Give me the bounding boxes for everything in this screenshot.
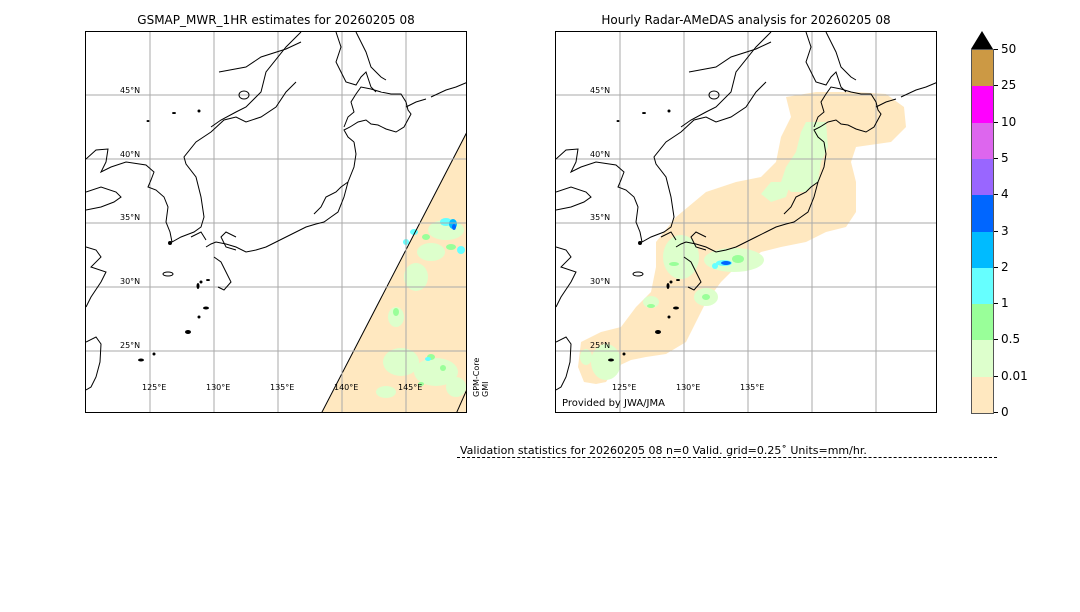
lat-label-25: 25°N <box>120 341 141 350</box>
colorbar-tick: 0.01 <box>994 369 1028 383</box>
colorbar-tick: 2 <box>994 260 1009 274</box>
lon-label-145: 145°E <box>398 383 423 392</box>
right-panel-title: Hourly Radar-AMeDAS analysis for 2026020… <box>601 13 891 27</box>
colorbar-tick: 0 <box>994 405 1009 419</box>
satellite-label-line1: GPM-Core <box>472 357 481 397</box>
colorbar-segment <box>972 267 993 305</box>
colorbar-tick: 3 <box>994 224 1009 238</box>
lat-label-35: 35°N <box>120 213 141 222</box>
lat-label-30: 30°N <box>590 277 611 286</box>
lon-label-135: 135°E <box>740 383 765 392</box>
colorbar-tick: 25 <box>993 78 1016 92</box>
lat-label-45: 45°N <box>590 86 611 95</box>
colorbar-segment <box>972 231 993 269</box>
colorbar-tick: 1 <box>994 296 1009 310</box>
lon-label-135: 135°E <box>270 383 295 392</box>
colorbar-segment <box>972 50 993 87</box>
colorbar-tick: 4 <box>994 187 1009 201</box>
left-map: 45°N 40°N 35°N 30°N 25°N 125°E 130°E 135… <box>85 31 467 413</box>
colorbar <box>971 49 994 414</box>
lon-label-130: 130°E <box>206 383 231 392</box>
colorbar-tick: 50 <box>993 42 1016 56</box>
lat-label-35: 35°N <box>590 213 611 222</box>
satellite-label: GPM-Core GMI <box>472 358 490 397</box>
colorbar-segment <box>972 122 993 160</box>
right-map: 45°N 40°N 35°N 30°N 25°N 125°E 130°E 135… <box>555 31 937 413</box>
lat-label-45: 45°N <box>120 86 141 95</box>
colorbar-tick: 10 <box>993 115 1016 129</box>
validation-statistics: Validation statistics for 20260205 08 n=… <box>460 444 867 457</box>
lon-label-125: 125°E <box>612 383 637 392</box>
lat-label-40: 40°N <box>590 150 611 159</box>
left-panel-title: GSMAP_MWR_1HR estimates for 20260205 08 <box>137 13 415 27</box>
colorbar-segment <box>972 376 993 414</box>
colorbar-segment <box>972 158 993 196</box>
validation-divider <box>457 457 997 458</box>
right-map-canvas <box>556 32 936 412</box>
colorbar-segment <box>972 340 993 378</box>
lon-label-140: 140°E <box>334 383 359 392</box>
colorbar-segment <box>972 304 993 341</box>
colorbar-tick: 5 <box>994 151 1009 165</box>
lat-label-30: 30°N <box>120 277 141 286</box>
lat-label-40: 40°N <box>120 150 141 159</box>
lat-label-25: 25°N <box>590 341 611 350</box>
data-credit: Provided by JWA/JMA <box>562 398 665 409</box>
satellite-label-line2: GMI <box>481 381 490 397</box>
lon-label-125: 125°E <box>142 383 167 392</box>
colorbar-segment <box>972 86 993 124</box>
lon-label-130: 130°E <box>676 383 701 392</box>
colorbar-segment <box>972 195 993 232</box>
colorbar-over-triangle <box>971 31 993 49</box>
left-map-canvas <box>86 32 466 412</box>
colorbar-tick: 0.5 <box>993 332 1020 346</box>
